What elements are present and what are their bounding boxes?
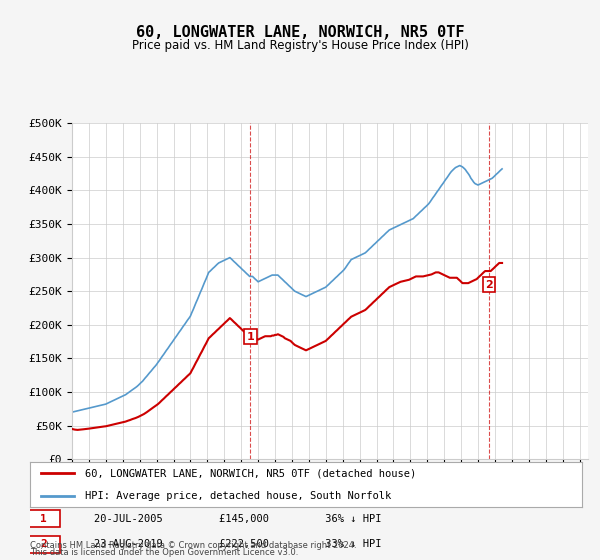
Text: 2: 2: [40, 539, 47, 549]
FancyBboxPatch shape: [27, 510, 61, 528]
Text: HPI: Average price, detached house, South Norfolk: HPI: Average price, detached house, Sout…: [85, 491, 391, 501]
Text: Contains HM Land Registry data © Crown copyright and database right 2024.: Contains HM Land Registry data © Crown c…: [30, 541, 356, 550]
Text: This data is licensed under the Open Government Licence v3.0.: This data is licensed under the Open Gov…: [30, 548, 298, 557]
Text: 60, LONGWATER LANE, NORWICH, NR5 0TF (detached house): 60, LONGWATER LANE, NORWICH, NR5 0TF (de…: [85, 468, 416, 478]
Text: 1: 1: [247, 332, 254, 342]
Text: Price paid vs. HM Land Registry's House Price Index (HPI): Price paid vs. HM Land Registry's House …: [131, 39, 469, 52]
Text: 23-AUG-2019         £222,500         33% ↓ HPI: 23-AUG-2019 £222,500 33% ↓ HPI: [68, 539, 381, 549]
FancyBboxPatch shape: [27, 535, 61, 553]
Text: 20-JUL-2005         £145,000         36% ↓ HPI: 20-JUL-2005 £145,000 36% ↓ HPI: [68, 514, 381, 524]
Text: 2: 2: [485, 279, 493, 290]
Text: 60, LONGWATER LANE, NORWICH, NR5 0TF: 60, LONGWATER LANE, NORWICH, NR5 0TF: [136, 25, 464, 40]
Text: 1: 1: [40, 514, 47, 524]
